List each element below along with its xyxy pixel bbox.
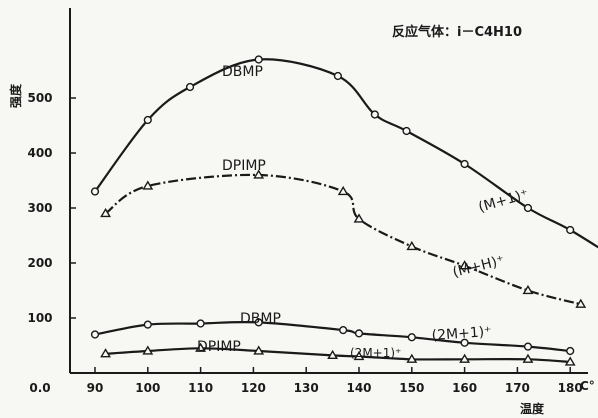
data-point <box>460 159 469 169</box>
y-tick-label: 200 <box>27 256 52 270</box>
data-point <box>566 346 575 356</box>
x-tick-label: 100 <box>135 381 160 395</box>
data-point <box>143 115 152 125</box>
series-name-dbmp-m1: DBMP <box>222 64 263 80</box>
ion-label-dpimp-mh: (M+H)⁺ <box>451 253 506 281</box>
data-point <box>402 126 411 136</box>
series-name-dpimp-mh: DPIMP <box>222 158 266 174</box>
data-point <box>566 225 575 235</box>
x-tick-label: 0.0 <box>29 381 50 395</box>
data-point <box>406 353 418 363</box>
data-point <box>523 203 533 213</box>
x-tick-label: 160 <box>452 381 477 395</box>
series-line <box>94 58 598 249</box>
data-point <box>353 350 365 361</box>
x-tick-label: 180 <box>558 381 583 395</box>
ion-label-dbmp-2m1: (2M+1)⁺ <box>431 324 492 344</box>
series-line <box>105 347 571 364</box>
x-tick-label: 170 <box>505 381 530 395</box>
x-tick-label: 130 <box>294 381 319 395</box>
data-point <box>253 345 265 355</box>
x-tick-label: 140 <box>346 381 371 395</box>
data-point <box>254 55 263 64</box>
series-name-dbmp-2m1: DBMP <box>240 311 281 327</box>
data-point <box>370 110 379 119</box>
data-point <box>196 319 205 328</box>
reaction-gas-note: 反应气体：i－C4H10 <box>392 24 522 40</box>
y-tick-label: 100 <box>27 311 52 325</box>
data-point <box>337 185 349 196</box>
data-point <box>354 329 364 338</box>
data-point <box>460 338 469 347</box>
data-point <box>406 240 418 251</box>
x-tick-label: 150 <box>399 381 424 395</box>
axes <box>69 8 588 374</box>
x-tick-label: 90 <box>87 381 104 395</box>
data-point <box>90 187 100 196</box>
data-point <box>575 298 587 308</box>
data-point <box>333 71 342 81</box>
series-line <box>104 173 582 306</box>
data-point <box>459 353 471 363</box>
ion-label-dpimp-2m1: (2M+1)⁺ <box>350 346 401 360</box>
y-tick-label: 500 <box>27 91 52 105</box>
x-axis-unit: C° <box>580 379 595 393</box>
x-tick-label: 110 <box>188 381 213 395</box>
y-tick-label: 300 <box>27 201 52 215</box>
data-point <box>142 345 154 355</box>
data-point <box>90 330 100 339</box>
data-point <box>195 342 207 352</box>
series-name-dpimp-2m1: DPIMP <box>197 339 241 355</box>
x-axis-title: 温度 <box>520 401 545 416</box>
data-point <box>142 180 154 190</box>
data-point <box>522 284 534 295</box>
data-point <box>143 320 152 329</box>
series-line <box>94 320 571 353</box>
data-point <box>185 82 195 92</box>
data-point <box>339 326 348 335</box>
data-point <box>459 260 471 270</box>
data-point <box>254 318 263 327</box>
data-point <box>353 213 365 223</box>
data-point <box>327 349 339 360</box>
data-point <box>564 356 576 366</box>
data-point <box>253 169 265 179</box>
y-axis-title: 强度 <box>8 83 23 108</box>
data-point <box>523 342 533 351</box>
data-point <box>100 207 111 218</box>
y-tick-label: 400 <box>27 146 52 160</box>
data-point <box>522 353 534 363</box>
x-tick-label: 120 <box>241 381 266 395</box>
data-point <box>407 333 416 342</box>
data-point <box>100 348 111 358</box>
